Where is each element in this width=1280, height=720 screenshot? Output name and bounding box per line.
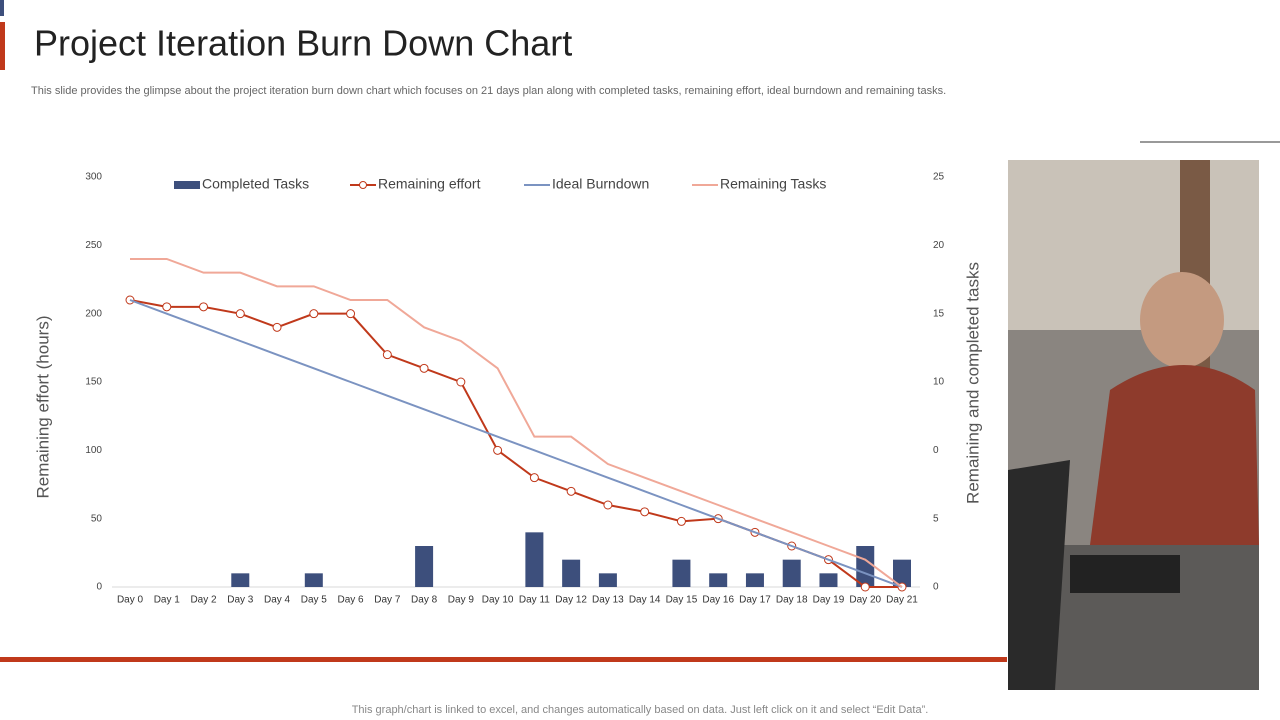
y-tick-label: 50 <box>91 513 103 524</box>
y-tick-label: 200 <box>85 308 102 319</box>
subtitle: This slide provides the glimpse about th… <box>31 85 946 97</box>
photo <box>1008 160 1259 690</box>
y2-tick-label: 0 <box>933 445 939 456</box>
rule <box>0 657 1007 662</box>
y2-tick-label: 5 <box>933 513 939 524</box>
x-tick-label: Day 13 <box>592 595 624 606</box>
bar <box>672 559 691 587</box>
y-tick-label: 0 <box>96 582 102 593</box>
x-tick-label: Day 17 <box>739 595 771 606</box>
bar <box>819 573 838 587</box>
footer: This graph/chart is linked to excel, and… <box>352 704 929 716</box>
y2-tick-label: 0 <box>933 582 939 593</box>
legend-label: Ideal Burndown <box>552 176 649 192</box>
bar <box>304 573 323 587</box>
marker <box>566 486 576 496</box>
x-tick-label: Day 18 <box>776 595 808 606</box>
bar <box>598 573 617 587</box>
y2-tick-label: 20 <box>933 240 945 251</box>
y2-axis-title: Remaining and completed tasks <box>963 262 982 504</box>
marker <box>309 309 319 319</box>
bar <box>709 573 728 587</box>
y-tick-label: 300 <box>85 172 102 183</box>
marker <box>493 445 503 455</box>
marker <box>860 582 870 592</box>
bar <box>415 546 434 587</box>
bar <box>745 573 764 587</box>
x-tick-label: Day 2 <box>190 595 217 606</box>
x-tick-label: Day 0 <box>117 595 144 606</box>
bar <box>525 532 544 587</box>
y2-tick-label: 10 <box>933 377 945 388</box>
x-tick-label: Day 21 <box>886 595 918 606</box>
x-tick-label: Day 14 <box>629 595 661 606</box>
x-tick-label: Day 8 <box>411 595 438 606</box>
accent <box>0 22 5 70</box>
legend-swatch <box>174 181 200 189</box>
x-tick-label: Day 11 <box>519 595 550 606</box>
x-tick-label: Day 5 <box>301 595 328 606</box>
x-tick-label: Day 1 <box>154 595 181 606</box>
y-tick-label: 150 <box>85 377 102 388</box>
x-tick-label: Day 16 <box>702 595 734 606</box>
marker <box>199 302 209 312</box>
x-tick-label: Day 4 <box>264 595 291 606</box>
marker <box>603 500 613 510</box>
bar <box>893 559 911 587</box>
line <box>129 299 903 588</box>
x-tick-label: Day 12 <box>555 595 587 606</box>
y2-tick-label: 15 <box>933 308 945 319</box>
marker <box>382 350 392 360</box>
marker <box>235 309 245 319</box>
x-tick-label: Day 15 <box>666 595 698 606</box>
accent <box>0 0 4 16</box>
marker <box>640 507 650 517</box>
bar <box>231 573 250 587</box>
y-axis-title: Remaining effort (hours) <box>33 316 52 499</box>
x-tick-label: Day 6 <box>338 595 365 606</box>
title: Project Iteration Burn Down Chart <box>34 23 572 64</box>
marker <box>419 363 429 373</box>
x-tick-label: Day 9 <box>448 595 475 606</box>
x-tick-label: Day 10 <box>482 595 514 606</box>
x-tick-label: Day 3 <box>227 595 254 606</box>
legend-swatch <box>359 181 367 189</box>
marker <box>676 516 686 526</box>
marker <box>346 309 356 319</box>
marker <box>272 322 282 332</box>
x-tick-label: Day 7 <box>374 595 401 606</box>
x-tick-label: Day 20 <box>849 595 881 606</box>
marker <box>456 377 466 387</box>
bar <box>562 559 581 587</box>
marker <box>529 473 539 483</box>
y2-tick-label: 25 <box>933 172 945 183</box>
x-tick-label: Day 19 <box>813 595 845 606</box>
marker <box>162 302 172 312</box>
bar <box>782 559 801 587</box>
legend-label: Completed Tasks <box>202 176 309 192</box>
y-tick-label: 100 <box>85 445 102 456</box>
legend-label: Remaining Tasks <box>720 176 826 192</box>
bar <box>856 546 875 587</box>
y-tick-label: 250 <box>85 240 102 251</box>
legend-label: Remaining effort <box>378 176 481 192</box>
line <box>130 258 903 588</box>
